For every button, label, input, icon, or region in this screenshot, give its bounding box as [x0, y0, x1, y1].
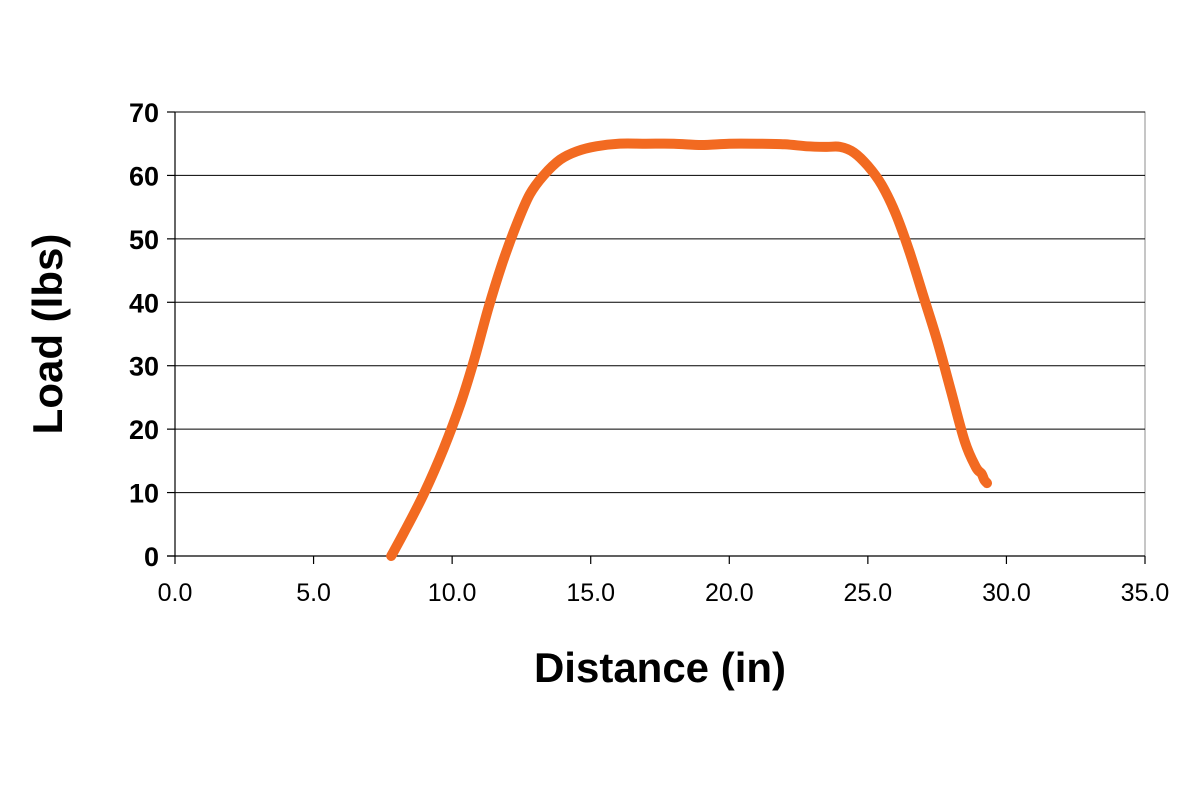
x-tick-label-35.0: 35.0 — [1121, 579, 1170, 607]
horizontal-gridlines — [175, 111, 1145, 494]
plot-area-frame — [174, 111, 1146, 557]
y-tick-label-60: 60 — [129, 161, 159, 191]
x-tick-label-30.0: 30.0 — [982, 579, 1031, 607]
x-axis-ticks: 0.0 5.0 10.0 15.0 20.0 25.0 30.0 35.0 — [158, 556, 1170, 607]
x-tick-label-15.0: 15.0 — [566, 579, 615, 607]
x-tick-label-5.0: 5.0 — [296, 579, 331, 607]
y-tick-label-30: 30 — [129, 352, 159, 382]
y-tick-label-70: 70 — [129, 98, 159, 128]
series-layer — [386, 138, 992, 561]
y-tick-label-20: 20 — [129, 415, 159, 445]
y-tick-label-50: 50 — [129, 225, 159, 255]
x-tick-label-10.0: 10.0 — [428, 579, 477, 607]
y-tick-label-0: 0 — [144, 542, 159, 572]
y-axis-title: Load (lbs) — [24, 234, 71, 435]
x-tick-label-0.0: 0.0 — [158, 579, 193, 607]
y-axis-ticks: 0 10 20 30 40 50 60 70 — [129, 98, 175, 572]
x-tick-label-20.0: 20.0 — [705, 579, 754, 607]
x-axis-title: Distance (in) — [534, 644, 786, 691]
series-line-0 — [386, 138, 992, 561]
x-tick-label-25.0: 25.0 — [844, 579, 893, 607]
y-tick-label-10: 10 — [129, 479, 159, 509]
y-tick-label-40: 40 — [129, 288, 159, 318]
